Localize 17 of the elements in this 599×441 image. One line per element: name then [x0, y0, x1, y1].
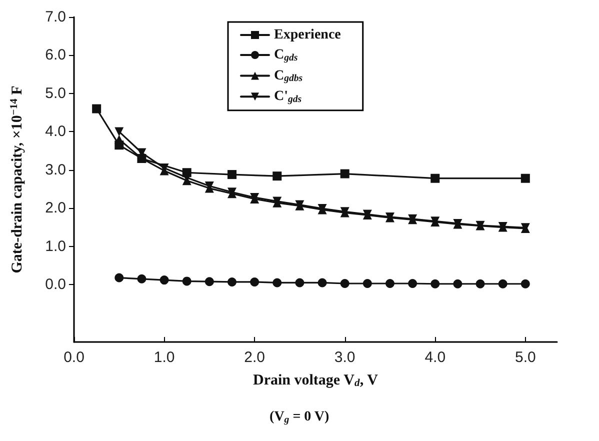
x-axis-title: Drain voltage Vd, V — [253, 372, 378, 389]
x-tick-label: 5.0 — [514, 349, 536, 366]
y-axis-title: Gate-drain capacity, ×10−14 F — [9, 86, 26, 274]
y-tick-label: 2.0 — [45, 200, 66, 217]
y-tick-label: 5.0 — [45, 84, 66, 102]
y-tick-label: 1.0 — [45, 238, 66, 255]
x-tick-label: 4.0 — [424, 349, 446, 366]
x-tick-label: 2.0 — [244, 349, 265, 366]
y-tick-label: 3.0 — [45, 161, 66, 178]
x-tick-label: 1.0 — [154, 349, 175, 366]
legend-label: Experience — [274, 28, 341, 42]
y-tick-label: 4.0 — [45, 123, 66, 140]
y-tick-label: 6.0 — [45, 46, 66, 64]
y-tick-label: 7.0 — [45, 8, 66, 26]
x-tick-label: 3.0 — [334, 349, 356, 366]
y-tick-label: 0.0 — [45, 276, 66, 294]
x-tick-label: 0.0 — [64, 349, 84, 366]
